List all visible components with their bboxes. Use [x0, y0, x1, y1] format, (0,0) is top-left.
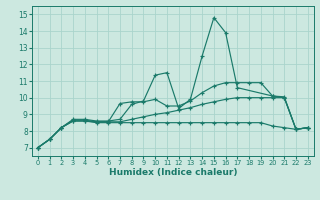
- X-axis label: Humidex (Indice chaleur): Humidex (Indice chaleur): [108, 168, 237, 177]
